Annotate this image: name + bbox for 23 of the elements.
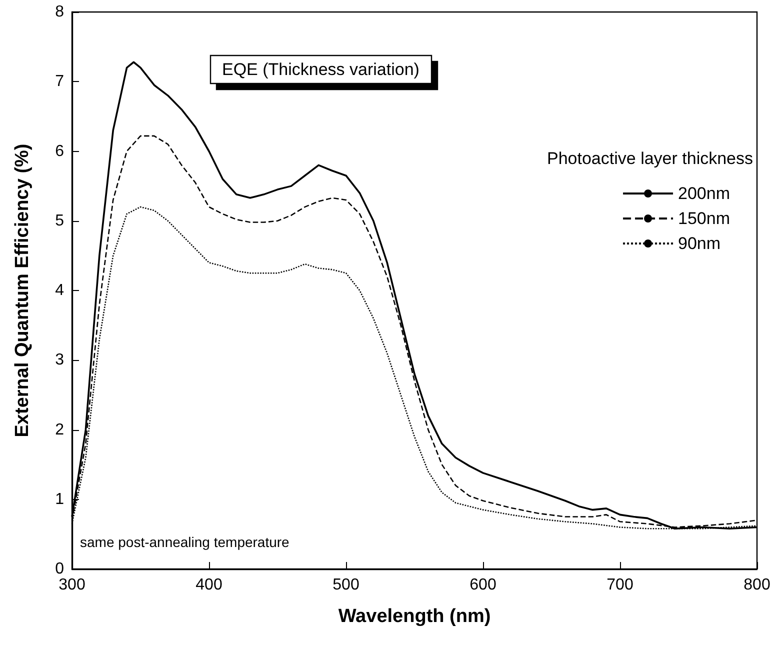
y-tick-label: 8	[55, 4, 64, 20]
y-tick-label: 2	[55, 421, 64, 438]
legend-title: Photoactive layer thickness	[547, 149, 754, 168]
text: EQE (Thickness variation)	[222, 60, 420, 79]
y-tick-label: 4	[55, 282, 64, 299]
annotation: same post-annealing temperature	[80, 534, 290, 550]
x-tick-label: 300	[58, 576, 86, 594]
x-axis-title: Wavelength (nm)	[338, 606, 491, 627]
x-tick-label: 500	[332, 576, 360, 594]
y-tick-label: 6	[55, 142, 64, 160]
y-tick-label: 7	[55, 73, 64, 90]
y-tick-label: 3	[55, 352, 64, 369]
y-axis-title: External Quantum Efficiency (%)	[12, 144, 33, 438]
x-tick-label: 600	[470, 576, 496, 594]
x-tick-label: 800	[744, 576, 770, 594]
y-tick-label: 0	[55, 560, 64, 578]
y-tick-label: 1	[55, 490, 64, 508]
legend-label: 200nm	[678, 184, 730, 203]
legend-label: 150nm	[678, 209, 730, 228]
legend-label: 90nm	[678, 234, 721, 253]
y-tick-label: 5	[55, 212, 64, 230]
x-tick-label: 700	[606, 576, 634, 594]
x-tick-label: 400	[196, 576, 222, 594]
